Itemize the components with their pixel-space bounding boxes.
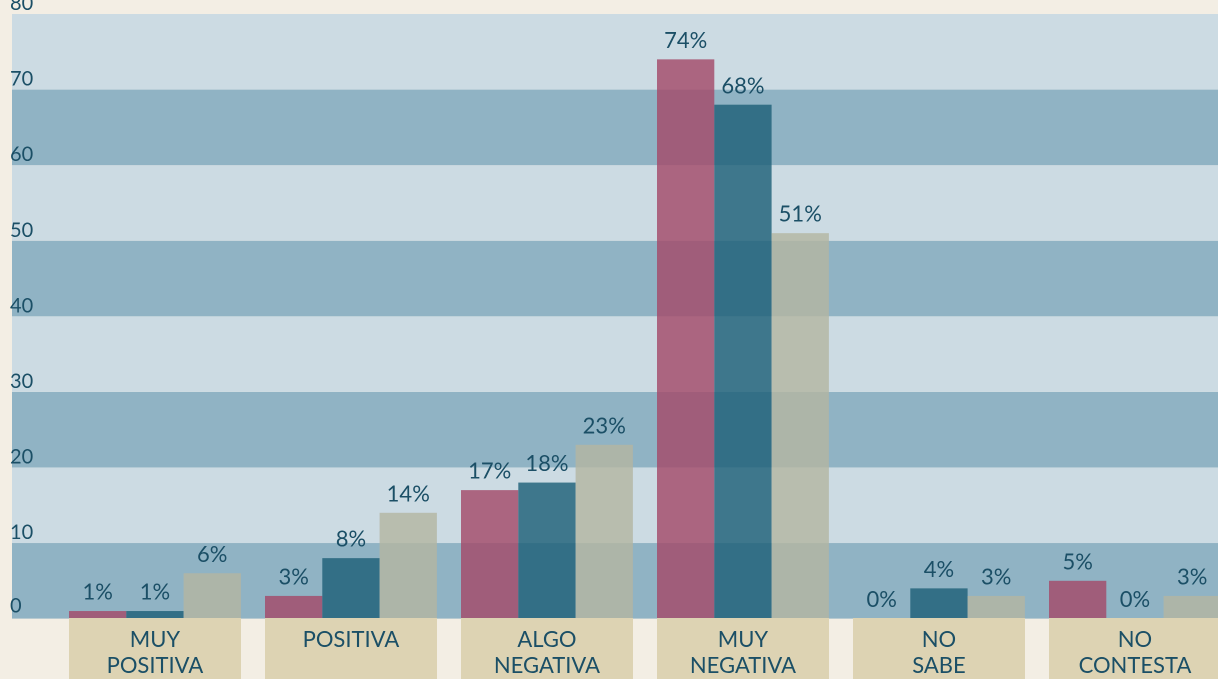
bar <box>1049 580 1107 619</box>
value-label: 68% <box>721 71 764 98</box>
bar <box>967 595 1025 619</box>
category-box: NO SABE <box>853 618 1025 679</box>
bar <box>910 588 968 619</box>
category-box: POSITIVA <box>265 618 437 679</box>
bar <box>771 233 829 619</box>
bar <box>657 59 715 619</box>
category-box: ALGO NEGATIVA <box>461 618 633 679</box>
grid-band <box>12 240 1218 317</box>
bar <box>1163 595 1218 619</box>
x-tick-label: NO CONTESTA <box>1078 625 1192 678</box>
x-tick-label: ALGO NEGATIVA <box>493 625 601 678</box>
grid-band <box>12 89 1218 166</box>
value-label: 3% <box>278 563 308 590</box>
y-tick-label: 20 <box>10 445 33 469</box>
value-label: 3% <box>981 563 1011 590</box>
y-tick-label: 80 <box>10 0 33 15</box>
bar <box>518 482 576 619</box>
value-label: 74% <box>664 26 707 53</box>
category-box: MUY POSITIVA <box>69 618 241 679</box>
value-label: 23% <box>583 411 626 438</box>
value-label: 3% <box>1177 563 1207 590</box>
y-tick-label: 0 <box>10 594 22 618</box>
value-label: 5% <box>1062 547 1092 574</box>
value-label: 1% <box>82 578 112 605</box>
value-label: 1% <box>140 578 170 605</box>
x-tick-label: NO SABE <box>912 625 966 678</box>
value-label: 18% <box>525 449 568 476</box>
bar <box>461 490 519 619</box>
category-box: MUY NEGATIVA <box>657 618 829 679</box>
category-box: NO CONTESTA <box>1049 618 1218 679</box>
value-label: 4% <box>924 555 954 582</box>
value-label: 14% <box>387 479 430 506</box>
y-tick-label: 50 <box>10 218 33 242</box>
value-label: 51% <box>779 200 822 227</box>
bar <box>183 573 241 619</box>
value-label: 0% <box>866 585 896 612</box>
grid-band <box>12 165 1218 241</box>
y-tick-label: 60 <box>10 142 33 166</box>
value-label: 8% <box>336 525 366 552</box>
x-tick-label: POSITIVA <box>302 625 400 652</box>
x-tick-label: MUY POSITIVA <box>106 625 204 678</box>
y-tick-label: 10 <box>10 520 33 544</box>
value-label: 6% <box>197 540 227 567</box>
value-label: 17% <box>468 457 511 484</box>
bar <box>69 611 127 619</box>
x-tick-label: MUY NEGATIVA <box>689 625 797 678</box>
bar <box>126 611 184 619</box>
y-tick-label: 70 <box>10 67 33 91</box>
bar <box>575 444 633 619</box>
grid-band <box>12 316 1218 392</box>
value-label: 0% <box>1120 585 1150 612</box>
y-tick-label: 30 <box>10 369 33 393</box>
y-tick-label: 40 <box>10 293 33 317</box>
bar <box>265 595 323 619</box>
bar <box>379 512 437 619</box>
grid-band <box>12 14 1218 90</box>
bar <box>714 104 772 619</box>
bar <box>322 558 380 619</box>
